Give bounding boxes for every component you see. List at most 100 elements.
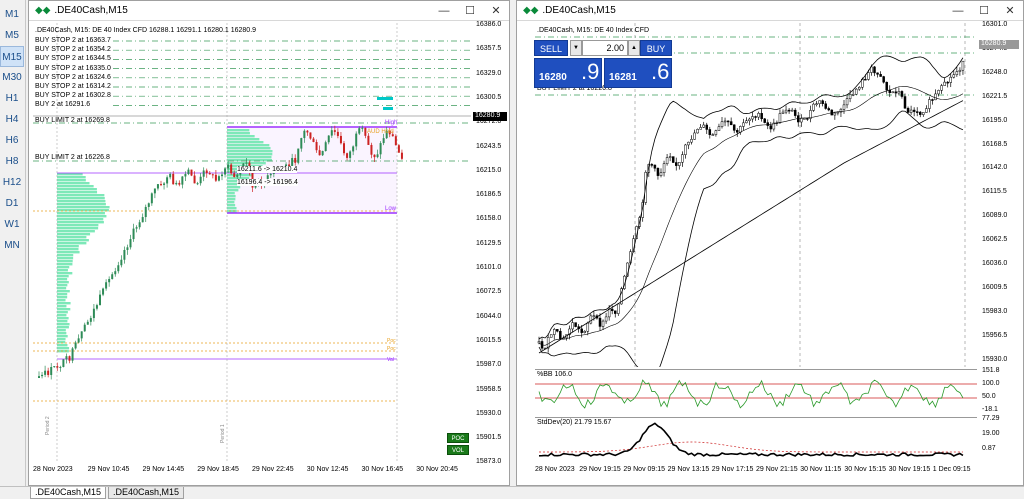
candle-body (269, 173, 272, 176)
bb-subwindow[interactable]: %BB 106.0 (535, 369, 977, 415)
candle-body (135, 227, 138, 229)
maximize-icon[interactable]: ☐ (979, 5, 989, 17)
candle-body (583, 331, 586, 333)
timeframe-mn[interactable]: MN (4, 240, 20, 251)
time-tick-label: 30 Nov 12:45 (306, 466, 349, 473)
candle-body (108, 279, 111, 283)
bid-big: .9 (581, 59, 600, 84)
candle-body (74, 342, 77, 349)
volume-profile-bar (57, 320, 68, 323)
candle-body (736, 130, 739, 133)
bid-price[interactable]: 16280 .9 (534, 58, 602, 88)
candle-body (772, 122, 776, 130)
low-label: Low (385, 206, 397, 212)
timeframe-m5[interactable]: M5 (5, 30, 19, 41)
timeframe-w1[interactable]: W1 (4, 219, 20, 230)
vol-button[interactable]: VOL (447, 445, 469, 455)
candle-body (726, 120, 730, 123)
timeframe-h12[interactable]: H12 (2, 177, 22, 188)
volume-profile-bar (57, 236, 87, 239)
poc-small-label-2: Poc (387, 346, 396, 352)
axis-tick-label: 16301.0 (982, 21, 1008, 28)
candle-body (812, 103, 815, 111)
volume-profile-bar (57, 287, 67, 290)
volume-profile-bar (57, 233, 91, 236)
volume-profile-bar (57, 212, 105, 215)
high-label: High (385, 120, 398, 126)
volume-profile-bar (57, 326, 69, 329)
timeframe-h6[interactable]: H6 (5, 135, 19, 146)
order-label: BUY STOP 2 at 16314.2 (35, 83, 111, 90)
axis-tick-label: 16329.0 (476, 69, 502, 77)
poc-button[interactable]: POC (447, 433, 469, 443)
volume-profile-bar (57, 302, 71, 305)
annotation-2: 16196.4 -> 16196.4 (237, 179, 298, 186)
candle-body (800, 118, 803, 123)
stddev-label: StdDev(20) 21.79 15.67 (537, 419, 612, 426)
candle-body (803, 118, 806, 120)
left-chart-window: ◆◆ .DE40Cash,M15 — ☐ ✕ .DE40Cash, M15: D… (28, 0, 510, 486)
candle-body (745, 120, 748, 124)
timeframe-m15[interactable]: M15 (0, 46, 24, 67)
volume-profile-bar (57, 191, 98, 194)
sell-button[interactable]: SELL (534, 40, 568, 56)
minimize-icon[interactable]: — (952, 4, 964, 17)
timeframe-d1[interactable]: D1 (5, 198, 19, 209)
candle-body (379, 143, 382, 155)
candle-body (123, 249, 126, 260)
lot-increase-icon[interactable]: ▲ (628, 40, 640, 56)
candle-body (879, 74, 882, 77)
time-tick-label: 29 Nov 18:45 (197, 466, 239, 473)
timeframe-m30[interactable]: M30 (2, 72, 22, 83)
candle-body (732, 124, 736, 131)
maximize-icon[interactable]: ☐ (465, 5, 475, 17)
chart-tab-2[interactable]: .DE40Cash,M15 (108, 487, 185, 499)
axis-tick-label: 16357.5 (476, 45, 502, 53)
volume-profile-bar (57, 185, 94, 188)
volume-profile-bar (57, 245, 79, 248)
stddev-subwindow[interactable]: StdDev(20) 21.79 15.67 (535, 417, 977, 463)
volume-profile-bar (227, 153, 273, 156)
volume-profile-bar (57, 305, 67, 308)
candle-body (906, 107, 910, 113)
candle-body (961, 60, 965, 71)
time-tick-label: 29 Nov 14:45 (142, 466, 185, 473)
close-icon[interactable]: ✕ (1005, 5, 1015, 17)
time-tick-label: 30 Nov 11:15 (800, 466, 842, 473)
candle-body (388, 130, 391, 135)
timeframe-m1[interactable]: M1 (5, 9, 19, 20)
volume-profile-bar (57, 221, 104, 224)
buy-button[interactable]: BUY (640, 40, 672, 56)
timeframe-h1[interactable]: H1 (5, 93, 19, 104)
axis-tick-label: 16101.0 (476, 264, 502, 271)
timeframe-h8[interactable]: H8 (5, 156, 19, 167)
buy-limit-2: BUY LIMIT 2 at 16226.8 (35, 154, 110, 161)
candle-body (68, 356, 71, 361)
ask-price[interactable]: 16281 .6 (604, 58, 672, 88)
lot-input[interactable]: 2.00 (582, 40, 628, 56)
axis-tick-label: 16044.0 (476, 312, 502, 320)
minimize-icon[interactable]: — (438, 4, 450, 17)
right-chart-titlebar[interactable]: ◆◆ .DE40Cash,M15 — ☐ ✕ (517, 1, 1023, 21)
candle-body (187, 169, 190, 175)
candle-body (236, 174, 239, 177)
aud-hold-label: AUD Hold (367, 129, 394, 135)
volume-profile-bar (57, 248, 79, 251)
candle-body (352, 146, 355, 152)
lot-decrease-icon[interactable]: ▼ (570, 40, 582, 56)
time-tick-label: 29 Nov 21:15 (756, 466, 798, 473)
close-icon[interactable]: ✕ (491, 5, 501, 17)
left-chart-plot[interactable]: .DE40Cash, M15: DE 40 Index CFD 16288.1 … (33, 23, 471, 463)
candle-body (315, 141, 318, 151)
candle-body (687, 141, 690, 146)
candle-body (129, 239, 132, 248)
volume-profile-bar (57, 296, 68, 299)
left-chart-titlebar[interactable]: ◆◆ .DE40Cash,M15 — ☐ ✕ (29, 1, 509, 21)
candle-body (400, 152, 403, 159)
chart-tab-1[interactable]: .DE40Cash,M15 (30, 487, 107, 499)
candle-body (912, 109, 916, 112)
candle-body (915, 111, 919, 113)
volume-profile-bar (57, 179, 86, 182)
candle-body (537, 341, 541, 344)
timeframe-h4[interactable]: H4 (5, 114, 19, 125)
